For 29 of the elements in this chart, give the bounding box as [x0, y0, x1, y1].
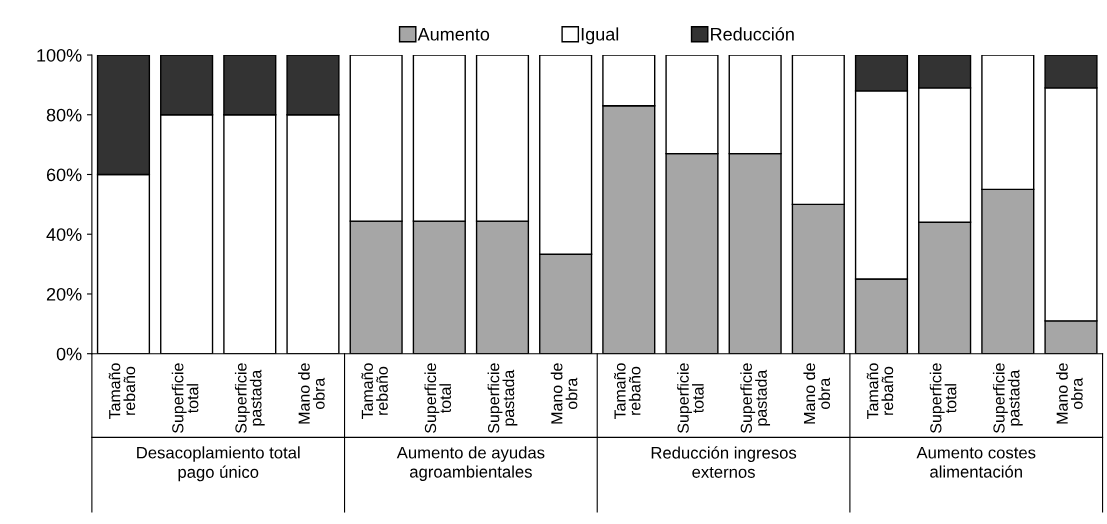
x-tick-label: Mano de obra — [298, 363, 325, 424]
x-tick-label: Superficie total — [171, 363, 199, 433]
x-tick-label: Mano de obra — [1056, 363, 1083, 424]
x-tick-label: Superficie total — [677, 363, 704, 433]
x-tick-label: Tamaño rebaño — [866, 363, 894, 420]
x-tick-label: Superficie pastada — [487, 363, 518, 433]
text: Aumento costes alimentación — [916, 446, 1036, 478]
y-tick-label: 80% — [46, 108, 82, 122]
y-tick-label: 60% — [46, 168, 82, 182]
x-tick-label: Mano de obra — [550, 363, 578, 424]
y-tick-label: 100% — [37, 48, 82, 62]
x-tick-label: Superficie pastada — [992, 363, 1023, 433]
y-tick-label: 0% — [56, 347, 82, 361]
legend-label: Igual — [581, 27, 619, 45]
x-tick-label: Mano de obra — [803, 363, 831, 424]
x-tick-label: Superficie pastada — [740, 363, 771, 433]
x-tick-label: Superficie pastada — [234, 363, 265, 433]
text: Desacoplamiento total pago único — [137, 446, 300, 482]
x-tick-label: Tamaño rebaño — [108, 363, 136, 420]
legend-label: Reducción — [711, 27, 794, 41]
x-tick-label: Superficie total — [424, 363, 452, 433]
legend-label: Aumento — [417, 28, 490, 41]
x-tick-label: Tamaño rebaño — [361, 363, 388, 420]
text: Aumento de ayudas agroambientales — [396, 446, 545, 481]
y-tick-label: 40% — [46, 228, 82, 241]
text: Reducción ingresos externos — [651, 446, 797, 478]
y-tick-label: 20% — [46, 287, 82, 301]
x-tick-label: Superficie total — [929, 363, 957, 433]
x-tick-label: Tamaño rebaño — [614, 363, 641, 420]
